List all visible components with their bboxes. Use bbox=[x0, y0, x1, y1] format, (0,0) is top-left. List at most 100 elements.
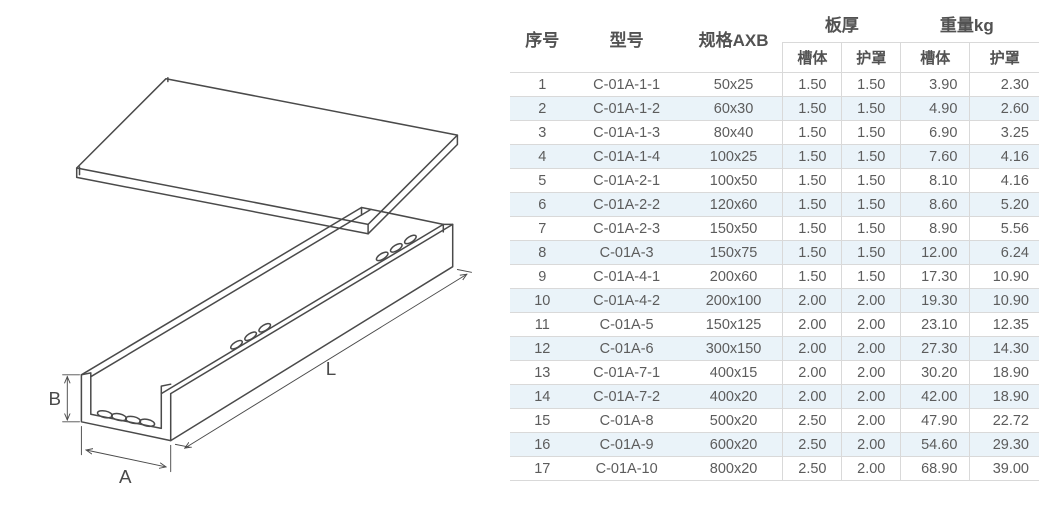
cell-weight-trough: 8.60 bbox=[901, 193, 970, 217]
cell-spec: 150x50 bbox=[685, 217, 783, 241]
cell-weight-cover: 2.60 bbox=[970, 97, 1039, 121]
cell-model: C-01A-2-1 bbox=[569, 169, 685, 193]
dimension-A bbox=[81, 426, 170, 471]
cell-seq: 14 bbox=[510, 385, 569, 409]
cell-spec: 100x50 bbox=[685, 169, 783, 193]
cell-seq: 15 bbox=[510, 409, 569, 433]
dimension-B bbox=[63, 374, 80, 421]
cell-thick-trough: 2.00 bbox=[783, 337, 842, 361]
cell-weight-cover: 39.00 bbox=[970, 457, 1039, 481]
cell-weight-trough: 12.00 bbox=[901, 241, 970, 265]
th-model: 型号 bbox=[569, 5, 685, 73]
cell-thick-trough: 1.50 bbox=[783, 193, 842, 217]
cell-weight-trough: 47.90 bbox=[901, 409, 970, 433]
table-row: 7C-01A-2-3150x501.501.508.905.56 bbox=[510, 217, 1039, 241]
table-row: 6C-01A-2-2120x601.501.508.605.20 bbox=[510, 193, 1039, 217]
cell-weight-trough: 3.90 bbox=[901, 73, 970, 97]
cell-seq: 1 bbox=[510, 73, 569, 97]
cell-model: C-01A-4-1 bbox=[569, 265, 685, 289]
cell-thick-trough: 2.00 bbox=[783, 385, 842, 409]
cell-weight-trough: 42.00 bbox=[901, 385, 970, 409]
cell-seq: 11 bbox=[510, 313, 569, 337]
cable-tray-diagram: L A B bbox=[10, 5, 510, 518]
table-row: 11C-01A-5150x1252.002.0023.1012.35 bbox=[510, 313, 1039, 337]
cell-spec: 120x60 bbox=[685, 193, 783, 217]
cell-thick-trough: 1.50 bbox=[783, 97, 842, 121]
th-weight: 重量kg bbox=[901, 5, 1039, 43]
table-row: 15C-01A-8500x202.502.0047.9022.72 bbox=[510, 409, 1039, 433]
cell-spec: 100x25 bbox=[685, 145, 783, 169]
cell-spec: 50x25 bbox=[685, 73, 783, 97]
cell-thick-cover: 1.50 bbox=[842, 241, 901, 265]
cell-model: C-01A-5 bbox=[569, 313, 685, 337]
cell-spec: 400x15 bbox=[685, 361, 783, 385]
cell-thick-trough: 1.50 bbox=[783, 121, 842, 145]
cell-seq: 7 bbox=[510, 217, 569, 241]
table-row: 17C-01A-10800x202.502.0068.9039.00 bbox=[510, 457, 1039, 481]
table-row: 1C-01A-1-150x251.501.503.902.30 bbox=[510, 73, 1039, 97]
cell-model: C-01A-1-4 bbox=[569, 145, 685, 169]
cell-weight-cover: 12.35 bbox=[970, 313, 1039, 337]
cell-spec: 60x30 bbox=[685, 97, 783, 121]
cell-thick-trough: 1.50 bbox=[783, 145, 842, 169]
cell-thick-cover: 1.50 bbox=[842, 145, 901, 169]
cell-weight-trough: 30.20 bbox=[901, 361, 970, 385]
cell-thick-cover: 2.00 bbox=[842, 289, 901, 313]
th-thickness: 板厚 bbox=[783, 5, 901, 43]
cell-thick-cover: 2.00 bbox=[842, 457, 901, 481]
cell-thick-cover: 2.00 bbox=[842, 313, 901, 337]
cell-seq: 17 bbox=[510, 457, 569, 481]
table-row: 16C-01A-9600x202.502.0054.6029.30 bbox=[510, 433, 1039, 457]
table-row: 14C-01A-7-2400x202.002.0042.0018.90 bbox=[510, 385, 1039, 409]
cell-weight-trough: 23.10 bbox=[901, 313, 970, 337]
cell-model: C-01A-8 bbox=[569, 409, 685, 433]
cell-model: C-01A-1-1 bbox=[569, 73, 685, 97]
cell-thick-cover: 2.00 bbox=[842, 433, 901, 457]
cell-seq: 4 bbox=[510, 145, 569, 169]
cell-weight-cover: 4.16 bbox=[970, 145, 1039, 169]
cell-seq: 3 bbox=[510, 121, 569, 145]
cell-thick-cover: 2.00 bbox=[842, 361, 901, 385]
cell-thick-trough: 2.50 bbox=[783, 433, 842, 457]
cell-weight-cover: 4.16 bbox=[970, 169, 1039, 193]
cell-thick-trough: 1.50 bbox=[783, 169, 842, 193]
cell-weight-trough: 27.30 bbox=[901, 337, 970, 361]
cell-weight-cover: 22.72 bbox=[970, 409, 1039, 433]
cell-weight-trough: 8.10 bbox=[901, 169, 970, 193]
trough-body bbox=[81, 207, 452, 440]
cell-thick-trough: 1.50 bbox=[783, 241, 842, 265]
cell-seq: 6 bbox=[510, 193, 569, 217]
cell-model: C-01A-10 bbox=[569, 457, 685, 481]
cell-spec: 300x150 bbox=[685, 337, 783, 361]
cell-thick-trough: 1.50 bbox=[783, 265, 842, 289]
cell-seq: 9 bbox=[510, 265, 569, 289]
cell-thick-cover: 2.00 bbox=[842, 409, 901, 433]
cell-spec: 150x75 bbox=[685, 241, 783, 265]
cell-model: C-01A-7-2 bbox=[569, 385, 685, 409]
cell-spec: 150x125 bbox=[685, 313, 783, 337]
cell-thick-cover: 1.50 bbox=[842, 121, 901, 145]
cell-weight-cover: 10.90 bbox=[970, 289, 1039, 313]
cell-thick-trough: 2.50 bbox=[783, 409, 842, 433]
cell-thick-trough: 2.00 bbox=[783, 361, 842, 385]
cell-weight-cover: 29.30 bbox=[970, 433, 1039, 457]
cell-thick-trough: 1.50 bbox=[783, 217, 842, 241]
header-row-1: 序号 型号 规格AXB 板厚 重量kg bbox=[510, 5, 1039, 43]
th-weight-trough: 槽体 bbox=[901, 43, 970, 73]
cell-weight-cover: 3.25 bbox=[970, 121, 1039, 145]
cell-thick-cover: 1.50 bbox=[842, 169, 901, 193]
cable-tray-svg: L A B bbox=[25, 27, 495, 497]
cell-weight-trough: 19.30 bbox=[901, 289, 970, 313]
table-row: 13C-01A-7-1400x152.002.0030.2018.90 bbox=[510, 361, 1039, 385]
cell-thick-trough: 1.50 bbox=[783, 73, 842, 97]
cell-seq: 12 bbox=[510, 337, 569, 361]
dim-label-L: L bbox=[326, 357, 336, 378]
cell-spec: 200x100 bbox=[685, 289, 783, 313]
cell-model: C-01A-2-3 bbox=[569, 217, 685, 241]
cell-weight-cover: 14.30 bbox=[970, 337, 1039, 361]
cell-thick-trough: 2.50 bbox=[783, 457, 842, 481]
th-seq: 序号 bbox=[510, 5, 569, 73]
cell-weight-cover: 2.30 bbox=[970, 73, 1039, 97]
cell-weight-cover: 10.90 bbox=[970, 265, 1039, 289]
cell-thick-trough: 2.00 bbox=[783, 289, 842, 313]
